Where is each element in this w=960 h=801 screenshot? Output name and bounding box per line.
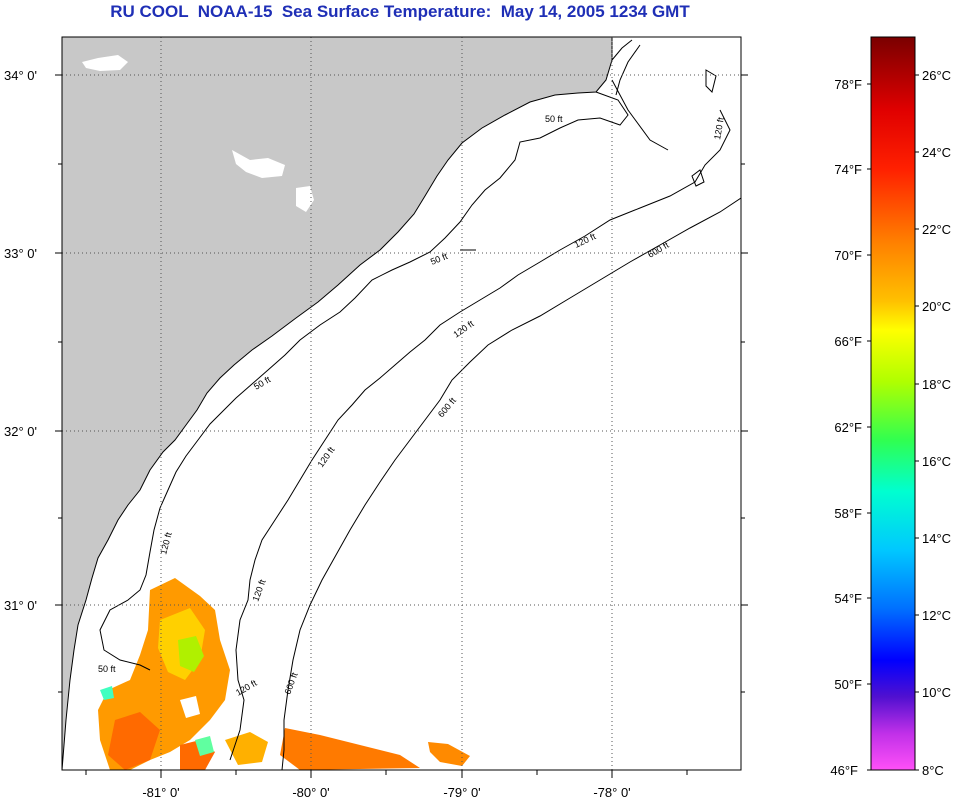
colorbar-f-label: 62°F: [834, 420, 862, 435]
color-bar: 78°F 74°F 70°F 66°F 62°F 58°F 54°F 50°F …: [830, 36, 951, 778]
colorbar-c-label: 18°C: [922, 377, 951, 392]
map-frame: [61, 36, 742, 771]
land-cloud-patch: [82, 55, 128, 71]
colorbar-f-label: 70°F: [834, 248, 862, 263]
colorbar-f-label: 58°F: [834, 506, 862, 521]
lon-label: -81° 0': [142, 785, 179, 800]
contour-label: 50 ft: [98, 664, 116, 674]
barrier-island: [611, 39, 641, 96]
colorbar-f-label: 78°F: [834, 77, 862, 92]
lon-label: -79° 0': [443, 785, 480, 800]
colorbar-c-label: 20°C: [922, 299, 951, 314]
contour-label: 50 ft: [545, 114, 563, 124]
colorbar-c-label: 26°C: [922, 68, 951, 83]
colorbar-f-label: 46°F: [830, 763, 858, 778]
land-mass: [62, 37, 612, 770]
contour-600ft: [281, 197, 741, 770]
lat-label: 31° 0': [4, 598, 37, 613]
colorbar-f-ticks: [867, 74, 919, 771]
colorbar-c-label: 12°C: [922, 608, 951, 623]
lat-label: 32° 0': [4, 424, 37, 439]
colorbar-f-label: 74°F: [834, 162, 862, 177]
colorbar-c-label: 16°C: [922, 454, 951, 469]
contour-small: [460, 69, 717, 251]
lat-label: 34° 0': [4, 68, 37, 83]
colorbar-c-label: 8°C: [922, 763, 944, 778]
coastline: [62, 37, 613, 770]
contour-label: 120 ft: [712, 116, 726, 140]
colorbar-c-label: 24°C: [922, 145, 951, 160]
colorbar-c-label: 14°C: [922, 531, 951, 546]
map-panel[interactable]: 34° 0' 33° 0' 32° 0' 31° 0' -81° 0' -80°…: [4, 36, 748, 800]
color-bar-gradient: [870, 36, 916, 771]
map-title: RU COOL NOAA-15 Sea Surface Temperature:…: [110, 2, 690, 21]
lon-label: -78° 0': [593, 785, 630, 800]
land-cloud-patch: [232, 150, 285, 178]
colorbar-f-label: 66°F: [834, 334, 862, 349]
colorbar-f-label: 50°F: [834, 677, 862, 692]
sst-data-patches: [98, 578, 470, 770]
map-ticks: [55, 74, 748, 778]
sound-line: [611, 79, 669, 151]
colorbar-f-label: 54°F: [834, 591, 862, 606]
lon-label: -80° 0': [292, 785, 329, 800]
colorbar-c-label: 22°C: [922, 222, 951, 237]
contour-50ft: [99, 91, 629, 671]
lat-label: 33° 0': [4, 246, 37, 261]
contour-120ft: [229, 109, 731, 761]
colorbar-c-label: 10°C: [922, 685, 951, 700]
land-cloud-patch: [296, 186, 314, 212]
